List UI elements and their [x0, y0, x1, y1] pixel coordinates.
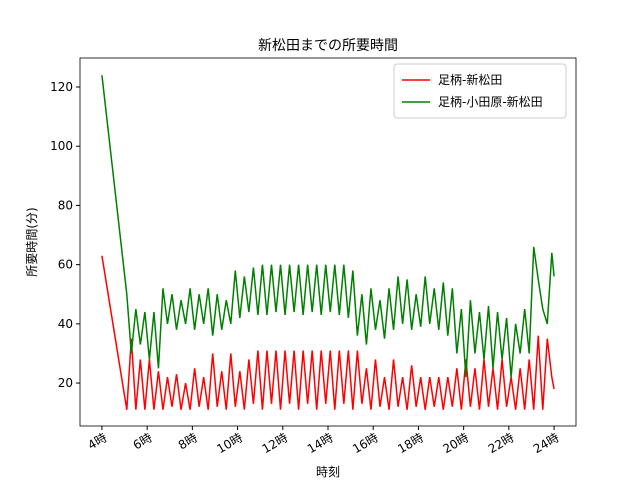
x-tick-label: 18時 [395, 430, 426, 456]
x-tick-label: 12時 [260, 430, 291, 456]
plot-frame [79, 57, 577, 427]
x-tick-label: 14時 [305, 430, 336, 456]
y-tick-label: 120 [50, 80, 73, 94]
y-tick-label: 40 [58, 317, 73, 331]
x-tick-label: 4時 [85, 430, 109, 452]
legend-label: 足柄-小田原-新松田 [438, 94, 543, 109]
x-axis-label: 時刻 [316, 465, 340, 479]
x-tick-label: 10時 [214, 430, 245, 456]
y-tick-label: 80 [58, 198, 73, 212]
y-tick-label: 20 [58, 376, 73, 390]
x-tick-label: 16時 [350, 430, 381, 456]
y-tick-label: 60 [58, 258, 73, 272]
y-tick-label: 100 [50, 139, 73, 153]
y-axis-label: 所要時間(分) [25, 207, 39, 276]
x-tick-label: 20時 [441, 430, 472, 456]
x-tick-label: 22時 [486, 430, 517, 456]
x-tick-label: 24時 [531, 430, 562, 456]
legend-box [393, 63, 567, 119]
x-tick-label: 8時 [176, 430, 200, 452]
chart-title: 新松田までの所要時間 [258, 38, 398, 54]
legend-label: 足柄-新松田 [438, 72, 502, 87]
series-line [101, 75, 555, 378]
x-tick-label: 6時 [131, 430, 155, 452]
